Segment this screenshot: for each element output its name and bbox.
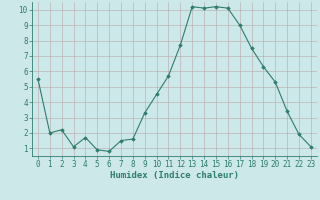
X-axis label: Humidex (Indice chaleur): Humidex (Indice chaleur) xyxy=(110,171,239,180)
